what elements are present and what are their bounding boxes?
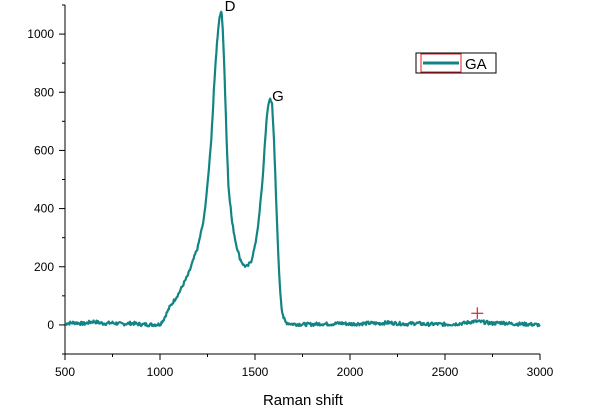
y-tick-label: 600 xyxy=(34,143,54,157)
ticks: 500 1000 1500 2000 2500 3000 0 200 400 600 800 1000 xyxy=(27,4,554,379)
x-tick-label: 500 xyxy=(55,365,75,379)
legend-swatch-highlight xyxy=(420,53,462,73)
y-tick-label: 400 xyxy=(34,202,54,216)
x-tick-label: 2500 xyxy=(432,365,459,379)
x-axis-title: Raman shift xyxy=(263,392,344,409)
x-tick-label: 1000 xyxy=(147,365,174,379)
y-tick-label: 200 xyxy=(34,260,54,274)
annotation-g-label: G xyxy=(272,88,284,105)
x-tick-label: 2000 xyxy=(337,365,364,379)
legend-series-label: GA xyxy=(465,56,487,73)
y-tick-label: 0 xyxy=(47,318,54,332)
series-line-ga xyxy=(64,10,541,328)
cross-marker xyxy=(471,307,484,320)
x-tick-label: 1500 xyxy=(242,365,269,379)
series-layer xyxy=(64,10,541,328)
y-tick-label: 1000 xyxy=(27,27,54,41)
x-tick-label: 3000 xyxy=(527,365,554,379)
y-tick-label: 800 xyxy=(34,85,54,99)
legend: GA xyxy=(415,52,497,74)
annotation-d-label: D xyxy=(225,0,236,15)
